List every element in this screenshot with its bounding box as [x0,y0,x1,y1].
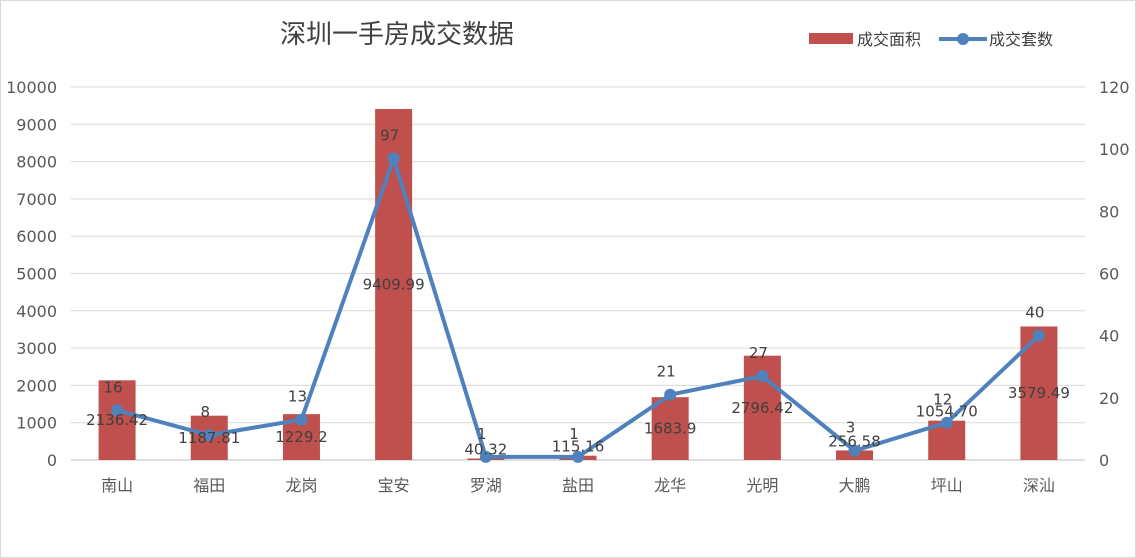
category-label: 光明 [746,476,778,495]
right-tick-label: 100 [1099,140,1130,159]
line-point [940,416,953,429]
left-tick-label: 0 [47,451,57,470]
left-tick-label: 7000 [16,190,57,209]
legend-label-line: 成交套数 [989,30,1053,49]
bar-value-label: 2136.42 [86,411,148,429]
bar-value-label: 1187.81 [178,429,240,447]
bar-value-label: 256.58 [828,432,881,450]
gridlines [71,86,1085,461]
right-tick-label: 60 [1099,265,1119,284]
right-axis-ticks: 0 20 40 60 80 100 120 [1099,78,1130,470]
line-point [572,450,584,463]
left-tick-label: 4000 [16,302,57,321]
bar [375,109,413,460]
left-tick-label: 5000 [16,265,57,284]
category-label: 罗湖 [470,476,502,495]
line-point [664,388,677,401]
right-tick-label: 0 [1099,451,1109,470]
line-value-label: 8 [200,403,210,421]
legend-marker-line [957,33,969,45]
category-axis-labels: 南山 福田 龙岗 宝安 罗湖 盐田 龙华 光明 大鹏 坪山 深汕 [101,476,1055,495]
line-series [111,152,1045,463]
line-value-label: 21 [657,363,676,381]
line-point [111,404,124,417]
left-tick-label: 1000 [16,414,57,433]
left-tick-label: 3000 [16,339,57,358]
bar-value-label: 3579.49 [1008,384,1070,402]
bar-value-label: 9409.99 [363,276,425,294]
line-point [1032,329,1045,342]
bar [98,380,136,460]
line-point [295,413,308,426]
line-value-label: 97 [380,126,399,144]
category-label: 南山 [101,476,133,495]
line-point [387,152,400,165]
left-axis-ticks: 0 1000 2000 3000 4000 5000 6000 7000 8000 9000 100… [6,78,57,470]
line-value-label: 27 [749,344,768,362]
category-label: 龙华 [654,476,686,495]
right-tick-label: 20 [1099,389,1119,408]
category-label: 福田 [193,476,225,495]
line-point [756,370,769,383]
bar-value-label: 2796.42 [731,399,793,417]
right-tick-label: 80 [1099,202,1119,221]
right-tick-label: 120 [1099,78,1130,97]
legend-label-bar: 成交面积 [857,30,921,49]
line-value-label: 13 [288,388,307,406]
category-label: 宝安 [378,476,410,495]
line-value-label: 1 [477,425,487,443]
category-label: 龙岗 [285,476,317,495]
category-label: 大鹏 [839,476,871,495]
bar-value-label: 40.32 [464,440,507,458]
category-label: 坪山 [931,476,963,495]
bar-value-label: 1054.70 [916,403,978,421]
line-point [203,429,216,442]
left-tick-label: 8000 [16,153,57,172]
bar-value-label: 1229.2 [275,428,328,446]
line-point [479,450,492,463]
chart-title: 深圳一手房成交数据 [280,20,514,50]
line-value-label: 40 [1025,304,1044,322]
line-value-label: 3 [846,419,856,437]
line-value-label: 16 [104,378,123,396]
data-labels: 2136.42 1187.81 1229.2 9409.99 40.32 115.16 16… [86,126,1070,458]
category-label: 深汕 [1023,476,1055,495]
legend: 成交面积 成交套数 [809,30,1053,49]
category-label: 盐田 [562,476,594,495]
line-value-label: 12 [933,391,952,409]
left-tick-label: 9000 [16,115,57,134]
line-point [848,444,861,457]
left-tick-label: 2000 [16,376,57,395]
right-tick-label: 40 [1099,327,1119,346]
left-tick-label: 6000 [16,227,57,246]
bar-value-label: 1683.9 [644,420,697,438]
left-tick-label: 10000 [6,78,57,97]
series-line [115,156,1041,459]
legend-swatch-bar [809,33,853,44]
bar [651,397,689,460]
line-value-label: 1 [569,425,579,443]
bar-value-label: 115.16 [552,438,605,456]
